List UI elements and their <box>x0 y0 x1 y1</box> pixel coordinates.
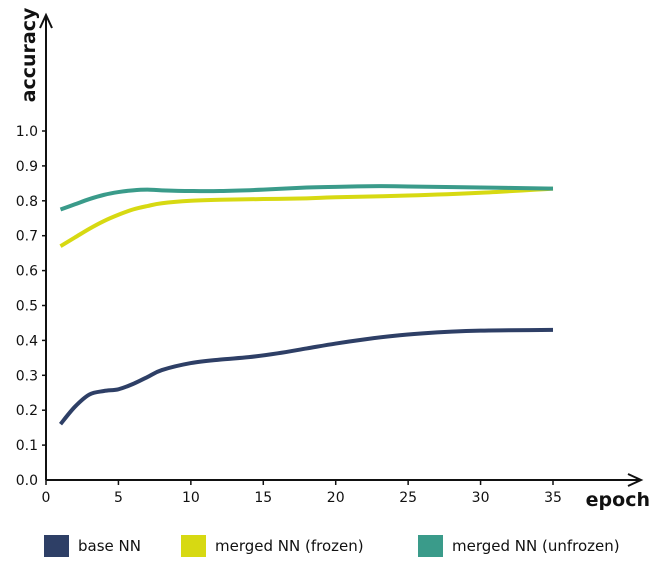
line-chart: 0.0 0.1 0.2 0.3 0.4 0.5 0.6 0.7 0.8 0.9 1.0 0 5 10 15… <box>16 7 650 511</box>
x-axis-ticks: 0 5 10 15 20 25 30 35 <box>42 480 562 506</box>
y-tick-label: 0.5 <box>16 299 38 315</box>
legend: base NN merged NN (frozen) merged NN (un… <box>0 533 658 559</box>
x-axis-title: epoch <box>586 489 650 511</box>
legend-label-merged-frozen: merged NN (frozen) <box>215 537 364 555</box>
x-tick-label: 0 <box>42 490 51 506</box>
x-tick-label: 35 <box>544 490 562 506</box>
y-tick-label: 0.6 <box>16 264 38 280</box>
y-tick-label: 0.2 <box>16 403 38 419</box>
y-tick-label: 0.1 <box>16 438 38 454</box>
legend-swatch-merged-unfrozen <box>418 535 443 557</box>
y-tick-label: 0.9 <box>16 159 38 175</box>
legend-label-base-nn: base NN <box>78 537 141 555</box>
x-axis-arrow <box>627 473 644 487</box>
y-tick-label: 0.7 <box>16 229 38 245</box>
x-tick-label: 20 <box>327 490 345 506</box>
x-tick-label: 30 <box>472 490 490 506</box>
series-line-base-nn <box>58 327 554 426</box>
series-line-merged-frozen <box>59 186 554 248</box>
series-line-merged-unfrozen <box>59 184 554 212</box>
y-tick-label: 0.4 <box>16 333 38 349</box>
legend-label-merged-unfrozen: merged NN (unfrozen) <box>452 537 620 555</box>
legend-item-base-nn: base NN <box>44 533 141 559</box>
y-tick-label: 0.8 <box>16 194 38 210</box>
x-tick-label: 15 <box>254 490 272 506</box>
y-tick-label: 0.3 <box>16 368 38 384</box>
legend-swatch-merged-frozen <box>181 535 206 557</box>
legend-item-merged-frozen: merged NN (frozen) <box>181 533 364 559</box>
y-tick-label: 0.0 <box>16 473 38 489</box>
x-tick-label: 5 <box>114 490 123 506</box>
series-lines <box>58 184 554 426</box>
axes <box>39 12 644 487</box>
legend-swatch-base-nn <box>44 535 69 557</box>
y-axis-arrow <box>39 12 53 29</box>
y-axis-ticks: 0.0 0.1 0.2 0.3 0.4 0.5 0.6 0.7 0.8 0.9 1.0 <box>16 124 46 489</box>
x-tick-label: 10 <box>182 490 200 506</box>
x-tick-label: 25 <box>399 490 417 506</box>
legend-item-merged-unfrozen: merged NN (unfrozen) <box>418 533 620 559</box>
y-tick-label: 1.0 <box>16 124 38 140</box>
y-axis-title: accuracy <box>18 7 40 102</box>
